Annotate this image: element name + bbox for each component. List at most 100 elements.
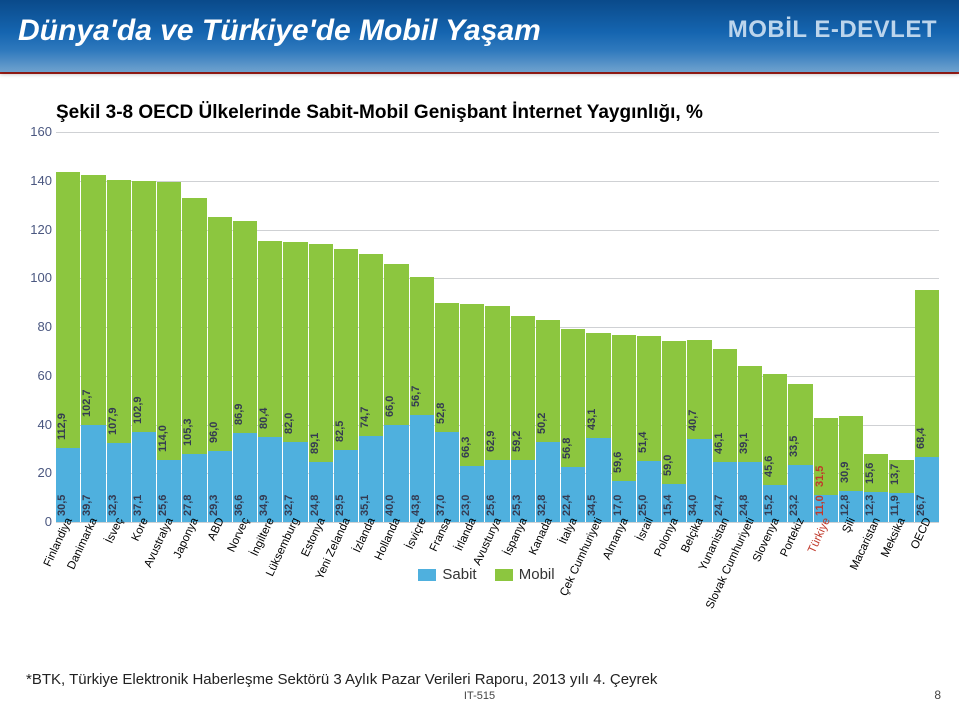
value-label-sabit: 12,8 xyxy=(839,495,851,516)
value-label-mobil: 13,7 xyxy=(889,464,901,485)
bar-group: 59,225,3İspanya xyxy=(511,316,535,522)
value-label-sabit: 24,8 xyxy=(738,495,750,516)
chart-area: 020406080100120140160 112,930,5Finlandiy… xyxy=(56,132,939,562)
bar-group: 31,511,0Türkiye xyxy=(814,418,838,522)
value-label-sabit: 40,0 xyxy=(384,495,396,516)
value-label-sabit: 39,7 xyxy=(81,495,93,516)
value-label-sabit: 24,8 xyxy=(309,495,321,516)
bar-group: 89,124,8Estonya xyxy=(309,244,333,522)
value-label-mobil: 112,9 xyxy=(56,413,68,440)
value-label-mobil: 102,9 xyxy=(132,396,144,424)
value-label-mobil: 51,4 xyxy=(637,432,649,453)
value-label-mobil: 59,0 xyxy=(662,455,674,476)
bar-mobil xyxy=(233,221,257,433)
bar-mobil xyxy=(132,181,156,432)
bar-group: 45,615,2Slovenya xyxy=(763,374,787,522)
bar-stack xyxy=(132,181,156,522)
footer-source-note: *BTK, Türkiye Elektronik Haberleşme Sekt… xyxy=(26,671,657,688)
value-label-sabit: 30,5 xyxy=(56,495,68,516)
bar-group: 52,837,0Fransa xyxy=(435,303,459,522)
chart-legend: Sabit Mobil xyxy=(0,566,959,583)
value-label-mobil: 82,0 xyxy=(283,413,295,434)
bar-group: 80,434,9İngiltere xyxy=(258,241,282,522)
bar-group: 96,029,3ABD xyxy=(208,217,232,522)
bar-group: 59,015,4Polonya xyxy=(662,341,686,522)
y-axis: 020406080100120140160 xyxy=(14,132,54,522)
y-tick-label: 60 xyxy=(38,368,52,383)
value-label-mobil: 46,1 xyxy=(713,432,725,453)
y-tick-label: 100 xyxy=(30,270,52,285)
value-label-sabit: 35,1 xyxy=(359,495,371,516)
y-tick-label: 140 xyxy=(30,173,52,188)
value-label-mobil: 43,1 xyxy=(586,408,598,429)
bar-mobil xyxy=(56,172,80,447)
bar-group: 86,936,6Norveç xyxy=(233,221,257,522)
value-label-mobil: 56,8 xyxy=(561,438,573,459)
value-label-mobil: 39,1 xyxy=(738,432,750,453)
bar-group: 82,529,5Yeni Zelanda xyxy=(334,249,358,522)
value-label-sabit: 12,3 xyxy=(864,495,876,516)
value-label-sabit: 32,7 xyxy=(283,495,295,516)
bar-group: 68,426,7OECD xyxy=(915,290,939,522)
value-label-sabit: 32,8 xyxy=(536,495,548,516)
value-label-mobil: 33,5 xyxy=(788,436,800,457)
value-label-sabit: 24,7 xyxy=(713,495,725,516)
bar-stack xyxy=(915,290,939,522)
bar-group: 51,425,0İsrail xyxy=(637,336,661,522)
value-label-sabit: 32,3 xyxy=(107,495,119,516)
value-label-sabit: 11,9 xyxy=(889,495,901,516)
y-tick-label: 160 xyxy=(30,124,52,139)
value-label-sabit: 15,2 xyxy=(763,495,775,516)
bar-mobil xyxy=(81,175,105,425)
bar-stack xyxy=(56,172,80,522)
y-tick-label: 40 xyxy=(38,417,52,432)
value-label-mobil: 45,6 xyxy=(763,456,775,477)
bar-stack xyxy=(107,180,131,522)
slide-title: Dünya'da ve Türkiye'de Mobil Yaşam xyxy=(18,14,541,48)
value-label-mobil: 66,3 xyxy=(460,437,472,458)
header-divider xyxy=(0,72,959,74)
bar-mobil xyxy=(208,217,232,451)
value-label-mobil: 50,2 xyxy=(536,413,548,434)
value-label-sabit: 15,4 xyxy=(662,495,674,516)
y-tick-label: 20 xyxy=(38,465,52,480)
bar-mobil xyxy=(107,180,131,443)
bar-stack xyxy=(334,249,358,522)
value-label-sabit: 34,9 xyxy=(258,495,270,516)
y-tick-label: 120 xyxy=(30,222,52,237)
y-tick-label: 0 xyxy=(45,514,52,529)
bar-group: 33,523,2Portekiz xyxy=(788,384,812,522)
value-label-mobil: 30,9 xyxy=(839,461,851,482)
value-label-mobil: 56,7 xyxy=(410,386,422,407)
bar-group: 43,134,5Çek Cumhuriyeti xyxy=(586,333,610,522)
bar-group: 102,937,1Kore xyxy=(132,181,156,522)
bar-stack xyxy=(283,242,307,522)
value-label-mobil: 52,8 xyxy=(435,402,447,423)
value-label-mobil: 66,0 xyxy=(384,395,396,416)
bar-stack xyxy=(157,182,181,522)
value-label-sabit: 37,0 xyxy=(435,495,447,516)
bar-group: 46,124,7Yunanistan xyxy=(713,349,737,522)
bar-stack xyxy=(182,198,206,522)
value-label-sabit: 25,3 xyxy=(511,495,523,516)
bar-group: 82,032,7Lüksemburg xyxy=(283,242,307,522)
plot-area: 112,930,5Finlandiya102,739,7Danimarka107… xyxy=(56,132,939,522)
value-label-mobil: 82,5 xyxy=(334,421,346,442)
bar-stack xyxy=(309,244,333,522)
value-label-sabit: 11,0 xyxy=(814,495,826,516)
value-label-mobil: 31,5 xyxy=(814,466,826,487)
bar-group: 56,822,4İtalya xyxy=(561,329,585,522)
bar-stack xyxy=(561,329,585,522)
bar-group: 30,912,8Şili xyxy=(839,416,863,523)
value-label-sabit: 25,6 xyxy=(485,495,497,516)
value-label-sabit: 27,8 xyxy=(182,495,194,516)
value-label-mobil: 96,0 xyxy=(208,421,220,442)
bar-group: 59,617,0Almanya xyxy=(612,335,636,522)
value-label-mobil: 40,7 xyxy=(687,410,699,431)
value-label-mobil: 80,4 xyxy=(258,408,270,429)
value-label-sabit: 25,6 xyxy=(157,495,169,516)
bar-group: 105,327,8Japonya xyxy=(182,198,206,522)
bar-group: 39,124,8Slovak Cumhuriyeti xyxy=(738,366,762,522)
bar-mobil xyxy=(309,244,333,461)
value-label-sabit: 23,0 xyxy=(460,495,472,516)
